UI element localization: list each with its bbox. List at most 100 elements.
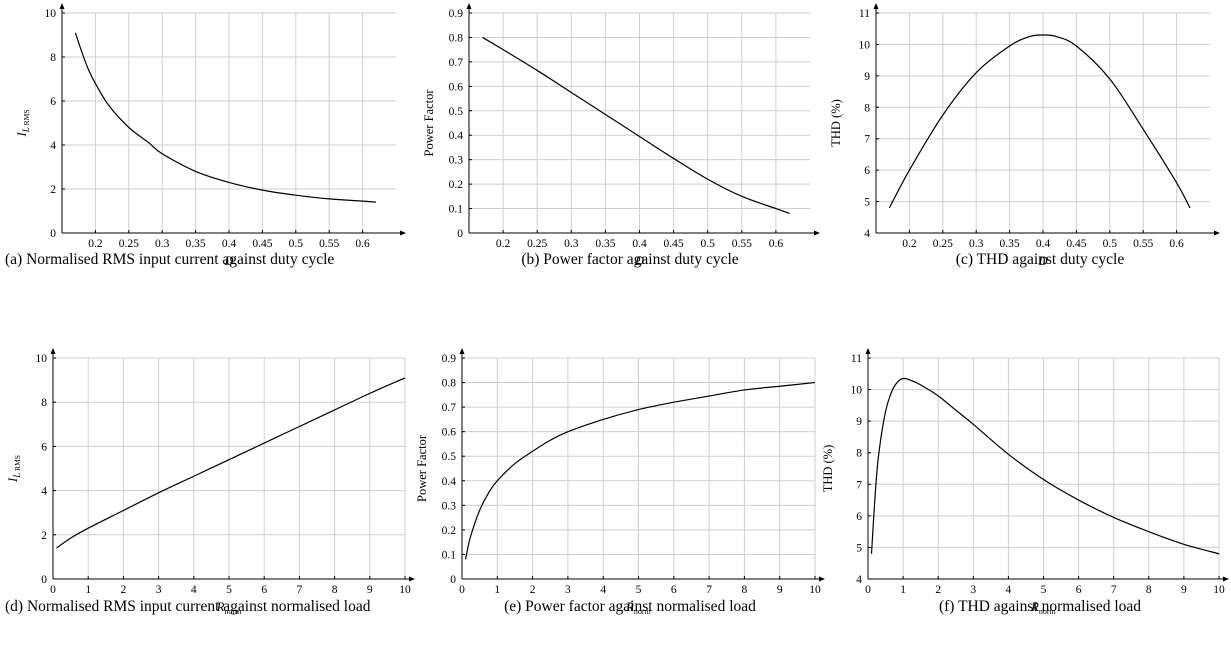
y-tick-label: 10 [36,353,48,365]
series-line-a-0 [74,32,377,203]
x-tick-label: 0.55 [732,238,752,250]
series-line-c-0 [888,34,1191,209]
x-tick-label: 1 [494,584,500,596]
y-tick-label: 6 [856,511,862,523]
y-tick-label: 10 [851,385,863,397]
y-tick-label: 0 [41,574,47,586]
y-tick-label: 4 [864,228,870,240]
y-tick-label: 10 [859,39,871,51]
x-tick-label: 5 [1041,584,1047,596]
x-tick-label: 2 [935,584,941,596]
y-axis-label: THD (%) [821,445,835,493]
x-axis-arrow-icon [814,230,820,236]
y-axis-arrow-icon [466,3,472,9]
x-axis-label: D [1037,254,1047,268]
y-tick-label: 7 [864,134,870,146]
x-tick-label: 0 [459,584,465,596]
x-tick-label: 0.4 [632,238,647,250]
x-tick-label: 2 [530,584,536,596]
x-tick-label: 3 [970,584,976,596]
y-tick-label: 11 [851,353,862,365]
y-tick-label: 9 [856,416,862,428]
x-tick-label: 5 [636,584,642,596]
y-tick-label: 0.5 [449,106,464,118]
x-tick-label: 0.45 [252,238,272,250]
x-axis-arrow-icon [1214,230,1220,236]
x-tick-label: 3 [565,584,571,596]
x-tick-label: 10 [1213,584,1225,596]
grid-e [461,357,816,580]
caption-e: (e) Power factor against normalised load [504,598,756,615]
x-axis-label: D [223,254,233,268]
grid-f [867,357,1220,580]
y-tick-label: 0.5 [442,451,457,463]
y-tick-label: 0.8 [442,378,457,390]
y-axis-label: Power Factor [422,89,436,157]
y-tick-label: 0.1 [449,204,464,216]
caption-d: (d) Normalised RMS input current against… [5,598,371,615]
y-tick-label: 9 [864,71,870,83]
y-tick-label: 0.7 [442,402,457,414]
x-tick-label: 10 [399,584,411,596]
y-tick-label: 0.7 [449,57,464,69]
y-axis-label: THD (%) [829,99,843,147]
x-tick-label: 0 [50,584,56,596]
x-tick-label: 4 [191,584,197,596]
y-tick-label: 6 [50,96,56,108]
x-tick-label: 8 [332,584,338,596]
grid-a [62,12,396,234]
x-tick-label: 0.25 [933,238,953,250]
y-tick-label: 8 [41,397,47,409]
x-tick-label: 0.2 [496,238,511,250]
x-tick-label: 0.35 [1000,238,1020,250]
y-tick-label: 8 [856,448,862,460]
y-tick-label: 0.3 [449,155,464,167]
x-tick-label: 9 [1181,584,1187,596]
x-tick-label: 0 [865,584,871,596]
y-tick-label: 0 [450,574,456,586]
y-tick-label: 0 [457,228,463,240]
y-axis-arrow-icon [865,348,871,354]
chart-f: 0 1 2 3 4 5 6 7 8 9 10 4 5 6 7 8 9 10 11 Rnorm THD (%) [821,348,1229,616]
y-axis-arrow-icon [50,348,56,354]
x-tick-label: 9 [367,584,373,596]
x-tick-label: 6 [1076,584,1082,596]
y-tick-label: 2 [41,530,47,542]
caption-f: (f) THD against normalised load [938,598,1142,615]
y-tick-label: 0.4 [442,476,457,488]
y-tick-label: 5 [856,542,862,554]
x-tick-label: 9 [777,584,783,596]
x-tick-label: 0.3 [564,238,579,250]
y-axis-label: IL RMS [15,110,31,138]
y-tick-label: 7 [856,479,862,491]
series-line-b-0 [482,36,790,215]
grid-c [876,12,1210,234]
y-tick-label: 11 [859,8,870,20]
caption-c: (c) THD against duty cycle [955,251,1125,268]
x-axis-label: Rnorm [625,600,651,616]
caption-a: (a) Normalised RMS input current against… [5,251,335,268]
y-tick-label: 5 [864,197,870,209]
x-tick-label: 8 [1146,584,1152,596]
chart-c: 0.2 0.25 0.3 0.35 0.4 0.45 0.5 0.55 0.6 4 5 6 7 8 9 10 1… [829,3,1220,268]
y-tick-label: 0.2 [449,179,464,191]
grid-b [469,12,810,234]
x-tick-label: 7 [706,584,712,596]
y-tick-label: 6 [864,165,870,177]
x-tick-label: 0.25 [527,238,547,250]
x-tick-label: 0.45 [664,238,684,250]
y-tick-label: 0.1 [442,549,457,561]
x-tick-label: 0.25 [119,238,139,250]
y-axis-arrow-icon [873,3,879,9]
y-tick-label: 0.3 [442,500,457,512]
x-tick-label: 0.6 [769,238,784,250]
x-axis-label: Rnorm [1030,600,1056,616]
x-tick-label: 0.5 [289,238,304,250]
y-tick-label: 8 [50,52,56,64]
y-tick-label: 0.2 [442,525,457,537]
x-tick-label: 0.5 [1103,238,1118,250]
x-tick-label: 3 [156,584,162,596]
y-tick-label: 0.6 [449,81,464,93]
